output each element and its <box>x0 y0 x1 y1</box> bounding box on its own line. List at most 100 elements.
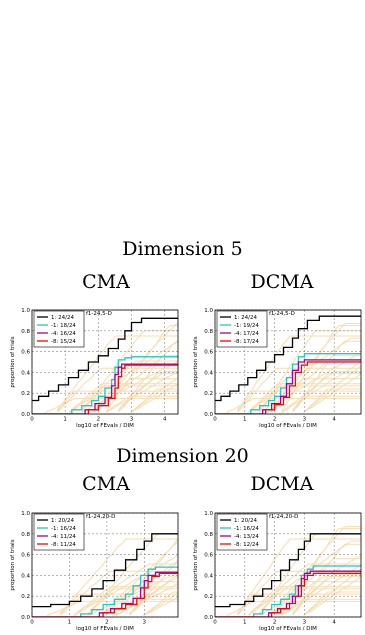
legend: 1: 24/24 -1: 19/24 -4: 17/24 -8: 17/24 <box>216 310 268 348</box>
x-tick-label: 4 <box>332 417 336 423</box>
legend-entry-label: -4: 11/24 <box>51 534 76 540</box>
x-tick-label: 1 <box>243 417 247 423</box>
y-tick-label: 0.2 <box>204 391 213 397</box>
y-tick-label: 0.4 <box>21 370 30 376</box>
x-tick-label: 0 <box>213 620 217 626</box>
background-line <box>303 388 361 413</box>
background-line <box>45 397 178 414</box>
series-line-3 <box>32 364 178 414</box>
x-tick-label: 1 <box>243 620 247 626</box>
background-line <box>142 591 178 616</box>
dimension-5-heading: Dimension 5 <box>122 238 243 260</box>
column-title-dcma-dim5: DCMA <box>250 271 314 293</box>
legend: 1: 20/24 -1: 16/24 -4: 11/24 -8: 11/24 <box>33 513 85 551</box>
background-line <box>270 355 361 412</box>
background-line <box>69 341 178 413</box>
y-tick-label: 0.2 <box>204 594 213 600</box>
y-tick-label: 0.6 <box>204 350 213 356</box>
legend: 1: 20/24 -1: 16/24 -4: 13/24 -8: 12/24 <box>216 513 268 551</box>
chart-title: f1-24,5-D <box>86 311 112 317</box>
series-line-2 <box>215 359 361 414</box>
y-tick-label: 0.6 <box>204 553 213 559</box>
x-tick-label: 2 <box>273 417 277 423</box>
y-tick-label: 0.8 <box>21 329 30 335</box>
legend-entry-label: 1: 20/24 <box>234 518 257 524</box>
y-tick-label: 0.8 <box>204 532 213 538</box>
background-line <box>248 360 361 412</box>
legend-entry-label: -8: 11/24 <box>51 542 76 548</box>
x-axis-label: log10 of FEvals / DIM <box>76 423 134 429</box>
legend-entry-label: -4: 13/24 <box>234 534 259 540</box>
series-line-0 <box>215 315 361 402</box>
x-axis-label: log10 of FEvals / DIM <box>76 626 134 632</box>
ecdf-chart-dcma-20d: 0.0 0.2 0.4 0.6 0.8 1.0 0 1 2 3 4 log10 of FEvals /… <box>193 511 362 632</box>
legend-entry-label: -1: 16/24 <box>234 526 259 532</box>
background-line <box>68 383 178 413</box>
background-line <box>130 388 178 413</box>
background-line <box>117 340 178 412</box>
background-line <box>270 526 361 615</box>
x-tick-label: 2 <box>273 620 277 626</box>
background-function-lines <box>226 526 361 617</box>
background-line <box>248 383 361 413</box>
y-tick-label: 0.2 <box>21 594 30 600</box>
series-line-3 <box>215 361 361 414</box>
legend-entry-label: -8: 17/24 <box>234 339 259 345</box>
y-axis-label: proportion of trials <box>193 336 199 387</box>
ecdf-chart-cma-20d: 0.0 0.2 0.4 0.6 0.8 1.0 0 1 2 3 log10 of FEvals / … <box>10 511 179 632</box>
series-line-3 <box>32 572 178 617</box>
x-tick-label: 3 <box>143 620 147 626</box>
background-line <box>292 340 361 412</box>
background-line <box>130 377 178 413</box>
x-tick-label: 3 <box>303 417 307 423</box>
series-line-1 <box>32 566 178 617</box>
series-line-2 <box>215 570 361 617</box>
chart-title: f1-24,20-D <box>269 514 298 520</box>
column-title-cma-dim5: CMA <box>82 271 130 293</box>
y-axis-label: proportion of trials <box>10 336 16 387</box>
ecdf-chart-cma-5d: 0.0 0.2 0.4 0.6 0.8 1.0 0 1 2 3 4 log10 of FEvals /… <box>10 308 179 429</box>
series-line-0 <box>32 533 178 608</box>
x-axis-label: log10 of FEvals / DIM <box>259 626 317 632</box>
x-tick-label: 2 <box>97 417 101 423</box>
dimension-20-heading: Dimension 20 <box>116 445 249 467</box>
y-tick-label: 0.4 <box>21 573 30 579</box>
series-line-1 <box>215 353 361 414</box>
y-tick-label: 0.0 <box>204 412 213 418</box>
background-line <box>236 538 361 614</box>
background-line <box>130 383 178 413</box>
plot-frame <box>31 309 179 415</box>
series-line-2 <box>32 363 178 414</box>
y-tick-label: 0.4 <box>204 573 213 579</box>
background-line <box>93 323 178 412</box>
background-line <box>303 365 361 413</box>
y-tick-label: 0.6 <box>21 553 30 559</box>
chart-title: f1-24,20-D <box>86 514 115 520</box>
y-tick-label: 0.0 <box>21 615 30 621</box>
x-tick-label: 0 <box>30 620 34 626</box>
background-line <box>69 360 178 412</box>
y-tick-label: 0.4 <box>204 370 213 376</box>
x-tick-label: 4 <box>332 620 336 626</box>
y-tick-label: 0.6 <box>21 350 30 356</box>
x-tick-label: 2 <box>105 620 109 626</box>
x-tick-label: 3 <box>303 620 307 626</box>
series-line-0 <box>215 533 361 608</box>
y-tick-label: 0.0 <box>204 615 213 621</box>
background-line <box>292 598 361 616</box>
background-line <box>281 564 361 616</box>
y-tick-label: 0.8 <box>21 532 30 538</box>
background-line <box>281 361 361 413</box>
series-line-3 <box>215 572 361 617</box>
background-line <box>281 370 361 413</box>
legend-entry-label: -8: 12/24 <box>234 542 259 548</box>
legend-entry-label: -1: 16/24 <box>51 526 76 532</box>
background-line <box>106 370 178 413</box>
background-line <box>292 543 361 615</box>
chart-title: f1-24,5-D <box>269 311 295 317</box>
background-line <box>226 397 361 414</box>
background-line <box>303 591 361 616</box>
series-line-1 <box>215 565 361 617</box>
legend-entry-label: 1: 24/24 <box>234 315 257 321</box>
y-tick-label: 1.0 <box>21 511 30 517</box>
